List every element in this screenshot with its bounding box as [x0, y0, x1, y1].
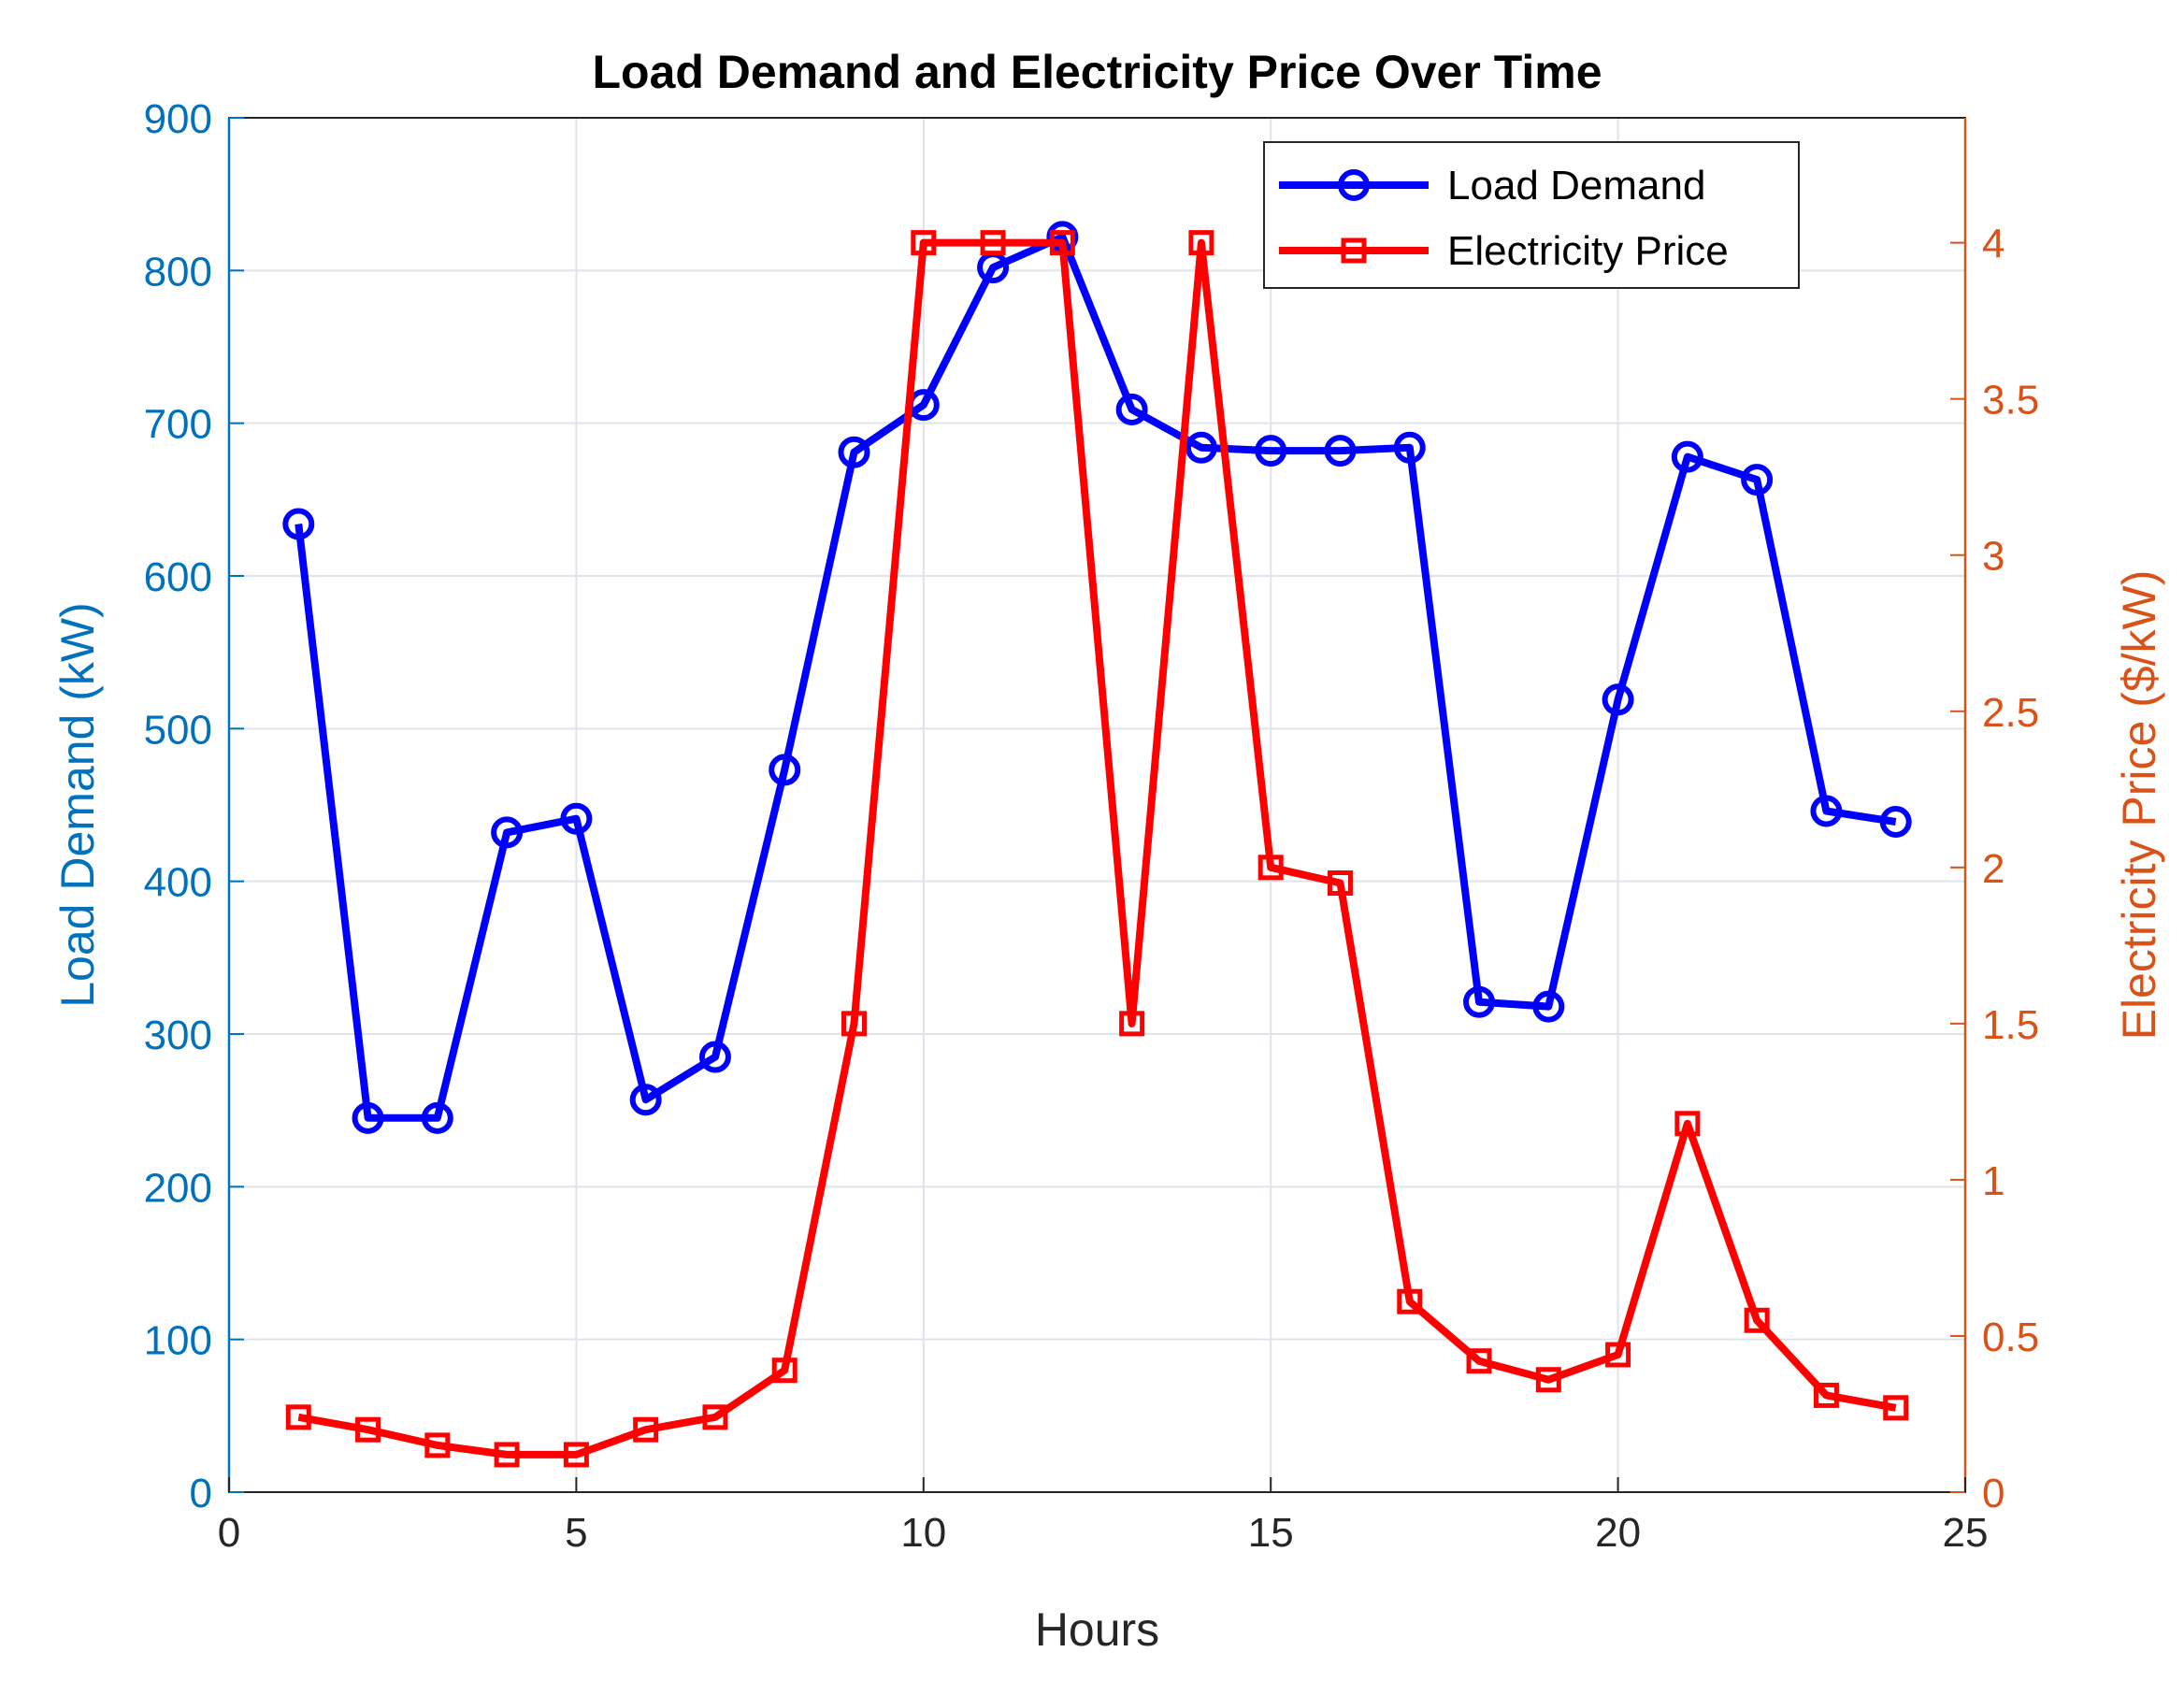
load-demand-point: [629, 1084, 662, 1116]
load-demand-point: [769, 754, 801, 786]
load-demand-point: [698, 1041, 731, 1073]
left-axis-tick-label: 200: [144, 1165, 212, 1211]
electricity-price-point: [1397, 1288, 1423, 1315]
left-axis-tick-label: 600: [144, 554, 212, 600]
series-layer: [282, 221, 1912, 1468]
left-axis-tick-label: 400: [144, 860, 212, 906]
load-demand-point: [1393, 431, 1426, 464]
left-axis-tick-label: 800: [144, 249, 212, 295]
electricity-price-point: [1257, 855, 1284, 881]
load-demand-point: [1741, 464, 1774, 496]
electricity-price-point: [911, 230, 937, 256]
electricity-price-point: [1674, 1111, 1701, 1137]
load-demand-point: [1115, 393, 1148, 425]
load-demand-point: [1185, 431, 1217, 464]
left-axis-tick-label: 300: [144, 1013, 212, 1058]
load-demand-point: [352, 1101, 384, 1134]
right-axis: 0 0.5 1 1.5 2 2.5 3 3.5 4: [1950, 118, 2039, 1516]
x-axis-tick-label: 0: [218, 1510, 240, 1556]
y-axis-label-right: Electricity Price ($/kW): [2113, 570, 2165, 1041]
legend: Load Demand Electricity Price: [1263, 141, 1800, 289]
electricity-price-point: [1883, 1395, 1909, 1421]
load-demand-point: [1463, 985, 1496, 1018]
load-demand-point: [1879, 805, 1912, 838]
left-axis-tick-label: 0: [190, 1471, 212, 1516]
load-demand-point: [838, 436, 870, 468]
electricity-price-point: [563, 1442, 589, 1468]
left-axis-tick-label: 100: [144, 1318, 212, 1364]
right-axis-tick-label: 2.5: [1982, 690, 2039, 736]
x-axis-tick-label: 10: [900, 1510, 946, 1556]
electricity-price-point: [1188, 230, 1214, 256]
load-demand-point: [1255, 435, 1287, 467]
electricity-price-point: [633, 1416, 659, 1443]
right-axis-tick-label: 0.5: [1982, 1315, 2039, 1360]
electricity-price-point: [1049, 230, 1075, 256]
legend-items: Load Demand Electricity Price: [1279, 163, 1729, 274]
x-axis-tick-label: 15: [1248, 1510, 1294, 1556]
legend-load-demand-marker: [1338, 169, 1370, 201]
x-axis-tick-label: 25: [1943, 1510, 1989, 1556]
x-axis-tick-label: 5: [565, 1510, 587, 1556]
electricity-price-point: [771, 1358, 797, 1384]
load-demand-point: [1602, 683, 1634, 716]
right-axis-tick-label: 4: [1982, 222, 2004, 267]
electricity-price-point: [1466, 1348, 1492, 1374]
right-axis-tick-label: 1: [1982, 1158, 2004, 1204]
left-axis-tick-label: 500: [144, 707, 212, 753]
electricity-price-point: [841, 1011, 868, 1037]
right-axis-tick-label: 1.5: [1982, 1002, 2039, 1048]
electricity-price-point: [424, 1432, 451, 1458]
load-demand-point: [282, 508, 315, 540]
electricity-price-point: [1605, 1342, 1631, 1368]
electricity-price-point: [702, 1404, 728, 1430]
electricity-price-point: [1119, 1011, 1145, 1037]
electricity-price-point: [1535, 1367, 1561, 1393]
x-axis-label: Hours: [1035, 1603, 1159, 1656]
left-axis: 0 100 200 300 400 500 600 700 800 900: [144, 96, 244, 1516]
load-demand-point: [491, 816, 524, 849]
electricity-price-point: [355, 1416, 381, 1443]
electricity-price-point: [1327, 870, 1353, 897]
load-demand-point: [1532, 990, 1565, 1023]
load-demand-point: [1671, 440, 1703, 473]
legend-load-demand-label: Load Demand: [1447, 163, 1705, 208]
right-axis-tick-label: 3.5: [1982, 378, 2039, 424]
grid-layer: [229, 118, 1965, 1492]
electricity-price-point: [980, 230, 1006, 256]
load-demand-point: [1810, 795, 1843, 827]
right-axis-tick-label: 0: [1982, 1471, 2004, 1516]
electricity-price-point: [1813, 1382, 1839, 1408]
right-axis-tick-label: 2: [1982, 846, 2004, 892]
legend-electricity-price-marker: [1341, 237, 1367, 264]
right-axis-tick-label: 3: [1982, 534, 2004, 580]
left-axis-tick-label: 900: [144, 96, 212, 142]
legend-electricity-price-label: Electricity Price: [1447, 228, 1729, 274]
electricity-price-point: [1744, 1307, 1770, 1333]
electricity-price-point: [494, 1442, 520, 1468]
x-axis-tick-label: 20: [1595, 1510, 1641, 1556]
load-demand-point: [560, 802, 593, 835]
chart-title: Load Demand and Electricity Price Over T…: [592, 46, 1602, 98]
load-demand-point: [1324, 435, 1357, 467]
electricity-price-point: [285, 1404, 311, 1430]
x-axis: 0 5 10 15 20 25: [218, 1477, 1989, 1556]
load-demand-point: [421, 1101, 453, 1134]
legend-box: [1263, 141, 1800, 289]
left-axis-tick-label: 700: [144, 402, 212, 448]
y-axis-label-left: Load Demand (kW): [51, 602, 104, 1008]
